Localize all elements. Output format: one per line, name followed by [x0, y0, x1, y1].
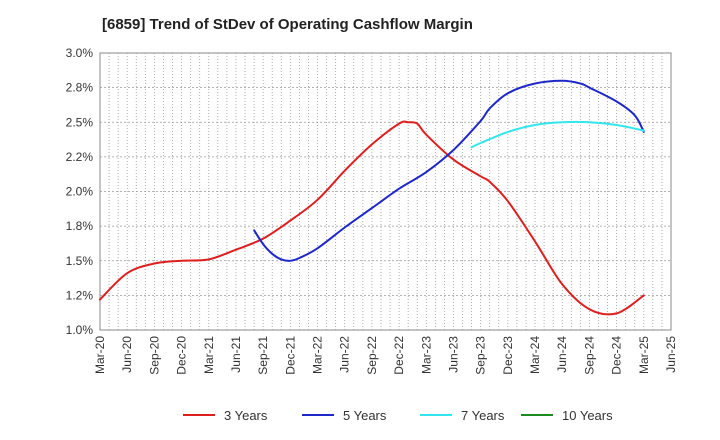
x-tick-label: Mar-21 — [202, 336, 216, 374]
x-tick-label: Mar-24 — [528, 336, 542, 374]
x-tick-label: Sep-24 — [582, 336, 596, 375]
x-tick-label: Jun-24 — [555, 336, 569, 373]
chart-title: [6859] Trend of StDev of Operating Cashf… — [102, 16, 473, 33]
x-tick-label: Dec-24 — [610, 336, 624, 375]
y-tick-label: 1.5% — [66, 254, 94, 268]
x-tick-label: Jun-21 — [229, 336, 243, 373]
x-tick-label: Mar-20 — [93, 336, 107, 374]
y-tick-label: 2.8% — [66, 81, 94, 95]
x-tick-label: Jun-25 — [664, 336, 678, 373]
series-line-3-years — [99, 120, 645, 316]
x-tick-label: Dec-22 — [392, 336, 406, 375]
series-lines — [99, 79, 645, 316]
x-tick-label: Jun-22 — [338, 336, 352, 373]
legend-label-7-years: 7 Years — [461, 408, 505, 423]
y-tick-label: 3.0% — [66, 46, 94, 60]
legend-label-3-years: 3 Years — [224, 408, 268, 423]
x-tick-label: Jun-23 — [446, 336, 460, 373]
x-tick-label: Dec-23 — [501, 336, 515, 375]
x-axis: Mar-20 Jun-20 Sep-20 Dec-20 Mar-21 Jun-21 Sep-… — [93, 336, 678, 375]
x-tick-label: Dec-20 — [175, 336, 189, 375]
legend-label-10-years: 10 Years — [562, 408, 613, 423]
series-line-5-years — [253, 79, 645, 262]
x-tick-label: Mar-23 — [419, 336, 433, 374]
x-tick-label: Sep-20 — [147, 336, 161, 375]
x-tick-label: Sep-23 — [474, 336, 488, 375]
x-tick-label: Sep-22 — [365, 336, 379, 375]
grid-lines — [100, 53, 671, 330]
y-tick-label: 2.2% — [66, 150, 94, 164]
x-tick-label: Sep-21 — [256, 336, 270, 375]
x-tick-label: Mar-25 — [637, 336, 651, 374]
x-tick-label: Mar-22 — [311, 336, 325, 374]
y-tick-label: 1.0% — [66, 323, 94, 337]
y-tick-label: 1.2% — [66, 288, 94, 302]
legend: 3 Years 5 Years 7 Years 10 Years — [183, 408, 613, 423]
y-tick-label: 1.8% — [66, 219, 94, 233]
x-tick-label: Jun-20 — [120, 336, 134, 373]
y-axis: 1.0% 1.2% 1.5% 1.8% 2.0% 2.2% 2.5% 2.8% 3.0% — [66, 46, 94, 337]
series-line-7-years — [470, 120, 645, 149]
x-tick-label: Dec-21 — [283, 336, 297, 375]
legend-label-5-years: 5 Years — [343, 408, 387, 423]
y-tick-label: 2.0% — [66, 185, 94, 199]
y-tick-label: 2.5% — [66, 115, 94, 129]
